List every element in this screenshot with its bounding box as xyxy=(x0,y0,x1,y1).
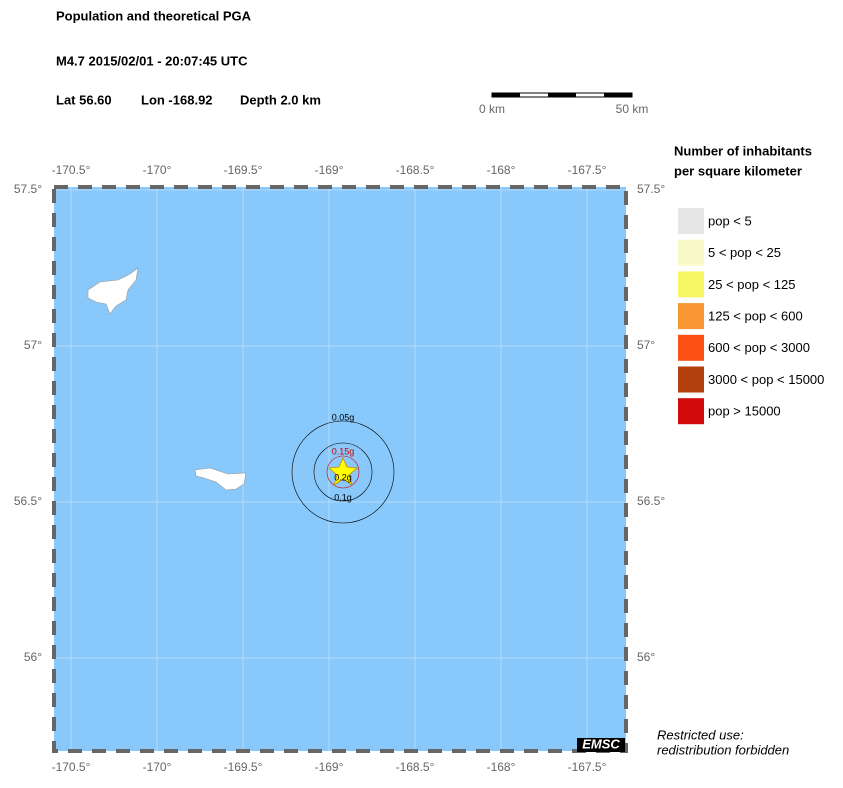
island xyxy=(194,467,247,491)
legend-swatch xyxy=(678,208,704,234)
logo: EMSC xyxy=(582,736,620,751)
event: M4.7 2015/02/01 - 20:07:45 UTC xyxy=(56,53,248,68)
lon-label: -169° xyxy=(315,163,344,177)
lon-label: -168.5° xyxy=(396,760,435,774)
lon: Lon -168.92 xyxy=(141,92,213,107)
legend-swatch xyxy=(678,271,704,298)
title: Population and theoretical PGA xyxy=(56,8,252,23)
lon-label: -169.5° xyxy=(224,163,263,177)
legend-label: 125 < pop < 600 xyxy=(708,309,803,324)
legend: pop < 5 5 < pop < 25 25 < pop < 125 125 < p… xyxy=(678,208,824,425)
depth: Depth 2.0 km xyxy=(240,92,321,107)
legend-label: 3000 < pop < 15000 xyxy=(708,372,824,387)
legend-label: 600 < pop < 3000 xyxy=(708,340,810,355)
lat: Lat 56.60 xyxy=(56,92,112,107)
lat-label: 57° xyxy=(24,338,42,352)
legend-label: 5 < pop < 25 xyxy=(708,245,781,260)
lat-label: 56.5° xyxy=(637,494,665,508)
lat-label: 57° xyxy=(637,338,655,352)
legend-label: pop < 5 xyxy=(708,213,752,228)
scale-end: 50 km xyxy=(616,102,649,116)
legend-label: pop > 15000 xyxy=(708,404,781,419)
legend-title: Number of inhabitants xyxy=(674,143,812,158)
legend-swatch xyxy=(678,366,704,393)
contour-label: 0.05g xyxy=(332,412,355,422)
notice: Restricted use: xyxy=(657,727,744,742)
map: 0.05g 0.15g 0.2g 0.1g EMSC xyxy=(52,185,628,753)
lon-label: -167.5° xyxy=(568,163,607,177)
lon-label: -170° xyxy=(143,163,172,177)
lon-label: -168° xyxy=(487,760,516,774)
contour-label: 0.2g xyxy=(334,472,352,482)
island xyxy=(87,267,139,315)
contour-label: 0.1g xyxy=(334,492,352,502)
contour xyxy=(326,455,360,489)
lon-label: -168° xyxy=(487,163,516,177)
lon-label: -170° xyxy=(143,760,172,774)
lat-label: 56° xyxy=(24,650,42,664)
lon-label: -168.5° xyxy=(396,163,435,177)
legend-title: per square kilometer xyxy=(674,163,802,178)
legend-swatch xyxy=(678,398,704,425)
lon-label: -170.5° xyxy=(52,163,91,177)
scale-start: 0 km xyxy=(479,102,505,116)
lat-label: 57.5° xyxy=(14,182,42,196)
lon-label: -169° xyxy=(315,760,344,774)
contour xyxy=(291,420,395,524)
contour-label: 0.15g xyxy=(332,446,355,456)
legend-label: 25 < pop < 125 xyxy=(708,277,795,292)
lon-label: -169.5° xyxy=(224,760,263,774)
lat-label: 56° xyxy=(637,650,655,664)
lat-label: 57.5° xyxy=(637,182,665,196)
legend-swatch xyxy=(678,239,704,266)
lon-label: -170.5° xyxy=(52,760,91,774)
legend-swatch xyxy=(678,303,704,330)
scale-bar: 0 km 50 km xyxy=(479,92,649,116)
notice: redistribution forbidden xyxy=(657,742,789,757)
contour xyxy=(313,442,373,502)
lon-label: -167.5° xyxy=(568,760,607,774)
legend-swatch xyxy=(678,334,704,361)
epicenter xyxy=(328,457,358,486)
lat-label: 56.5° xyxy=(14,494,42,508)
